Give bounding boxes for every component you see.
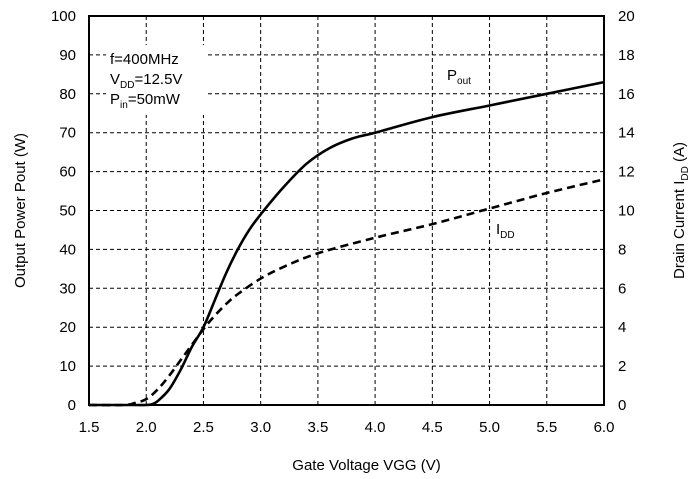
x-tick-label: 5.0 xyxy=(479,419,500,436)
condition-line: Pin=50mW xyxy=(110,91,181,111)
condition-main: f=400MHz xyxy=(110,51,179,68)
y-right-tick-label: 2 xyxy=(618,358,626,375)
y-axis-right-label-main: Drain Current I xyxy=(671,181,688,279)
condition-main: V xyxy=(110,71,120,88)
x-tick-label: 6.0 xyxy=(594,419,615,436)
y-left-tick-label: 70 xyxy=(59,125,76,142)
condition-line: f=400MHz xyxy=(110,51,179,68)
condition-sub: DD xyxy=(120,80,134,91)
series-label-pout-sub: out xyxy=(457,76,471,87)
series-label-idd: IDD xyxy=(496,221,515,241)
series-label-pout-main: P xyxy=(447,67,457,84)
y-right-tick-label: 10 xyxy=(618,203,635,220)
pout-label-bg xyxy=(444,62,484,88)
series-group xyxy=(88,80,605,407)
y-left-tick-label: 40 xyxy=(59,241,76,258)
y-axis-right-label: Drain Current IDD (A) xyxy=(671,142,691,279)
y-left-tick-label: 0 xyxy=(68,397,76,414)
y-right-tick-label: 0 xyxy=(618,397,626,414)
condition-line: VDD=12.5V xyxy=(110,71,182,91)
y-left-tick-label: 30 xyxy=(59,280,76,297)
x-axis-label: Gate Voltage VGG (V) xyxy=(292,457,440,474)
y-axis-right-label-sub: DD xyxy=(680,166,691,180)
x-tick-label: 4.5 xyxy=(422,419,443,436)
y-right-tick-label: 6 xyxy=(618,280,626,297)
y-right-tick-label: 14 xyxy=(618,125,635,142)
condition-value: =50mW xyxy=(128,91,181,108)
y-right-tick-label: 20 xyxy=(618,8,635,25)
ticks-group: 1.5 2.0 2.5 3.0 3.5 4.0 4.5 5.0 5.5 6.00102030405… xyxy=(51,8,635,436)
y-left-tick-label: 100 xyxy=(51,8,76,25)
x-tick-label: 2.0 xyxy=(136,419,157,436)
series-label-idd-main: I xyxy=(496,221,500,238)
y-left-tick-label: 80 xyxy=(59,86,76,103)
y-right-tick-label: 4 xyxy=(618,319,626,336)
plot-frame xyxy=(88,15,605,406)
series-label-pout: Pout xyxy=(447,67,471,87)
y-left-tick-label: 10 xyxy=(59,358,76,375)
series-line-pout xyxy=(89,80,605,407)
condition-sub: in xyxy=(120,100,128,111)
series-line-idd xyxy=(88,178,605,407)
y-axis-right-label-unit: (A) xyxy=(671,142,688,166)
series-label-idd-sub: DD xyxy=(500,230,514,241)
x-tick-label: 4.0 xyxy=(365,419,386,436)
y-left-tick-label: 90 xyxy=(59,47,76,64)
x-tick-label: 5.5 xyxy=(536,419,557,436)
condition-main: P xyxy=(110,91,120,108)
idd-label-bg xyxy=(493,216,527,242)
x-tick-label: 1.5 xyxy=(79,419,100,436)
y-right-tick-label: 8 xyxy=(618,241,626,258)
y-left-tick-label: 20 xyxy=(59,319,76,336)
y-axis-left-label: Output Power Pout (W) xyxy=(12,133,29,288)
x-tick-label: 2.5 xyxy=(193,419,214,436)
x-tick-label: 3.0 xyxy=(250,419,271,436)
condition-value: =12.5V xyxy=(134,71,182,88)
y-left-tick-label: 50 xyxy=(59,203,76,220)
y-right-tick-label: 16 xyxy=(618,86,635,103)
conditions-box xyxy=(106,45,208,115)
x-tick-label: 3.5 xyxy=(307,419,328,436)
y-right-tick-label: 12 xyxy=(618,164,635,181)
y-right-tick-label: 18 xyxy=(618,47,635,64)
y-left-tick-label: 60 xyxy=(59,164,76,181)
